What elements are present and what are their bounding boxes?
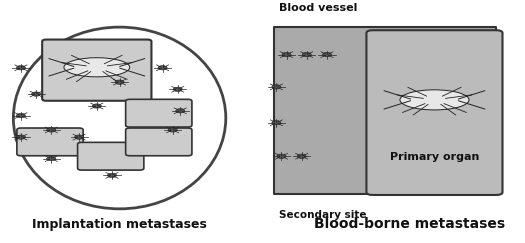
Ellipse shape (400, 90, 469, 110)
Circle shape (16, 113, 26, 118)
FancyBboxPatch shape (125, 99, 192, 127)
Circle shape (168, 128, 177, 132)
Circle shape (277, 154, 286, 158)
Text: Blood-borne metastases: Blood-borne metastases (314, 217, 506, 231)
FancyBboxPatch shape (42, 40, 151, 101)
Text: Blood vessel: Blood vessel (279, 3, 358, 13)
FancyBboxPatch shape (125, 128, 192, 156)
Circle shape (302, 52, 311, 57)
Ellipse shape (13, 27, 226, 209)
FancyBboxPatch shape (366, 30, 502, 195)
FancyBboxPatch shape (78, 142, 144, 170)
Circle shape (297, 154, 306, 158)
Text: Primary organ: Primary organ (390, 152, 479, 162)
Circle shape (176, 109, 185, 113)
Circle shape (115, 80, 124, 84)
Text: Secondary site: Secondary site (279, 210, 366, 220)
FancyBboxPatch shape (17, 128, 83, 156)
Circle shape (282, 52, 291, 57)
Circle shape (173, 87, 182, 91)
Circle shape (16, 135, 26, 139)
Circle shape (75, 135, 83, 139)
Circle shape (272, 85, 281, 89)
Circle shape (272, 121, 281, 125)
Ellipse shape (64, 58, 130, 77)
Circle shape (158, 66, 167, 70)
Circle shape (32, 92, 40, 96)
Text: Implantation metastases: Implantation metastases (32, 218, 207, 231)
Polygon shape (274, 27, 497, 194)
Circle shape (16, 66, 26, 70)
Circle shape (92, 104, 101, 108)
Circle shape (47, 156, 56, 161)
Circle shape (322, 52, 331, 57)
Circle shape (108, 173, 117, 177)
Circle shape (47, 128, 56, 132)
